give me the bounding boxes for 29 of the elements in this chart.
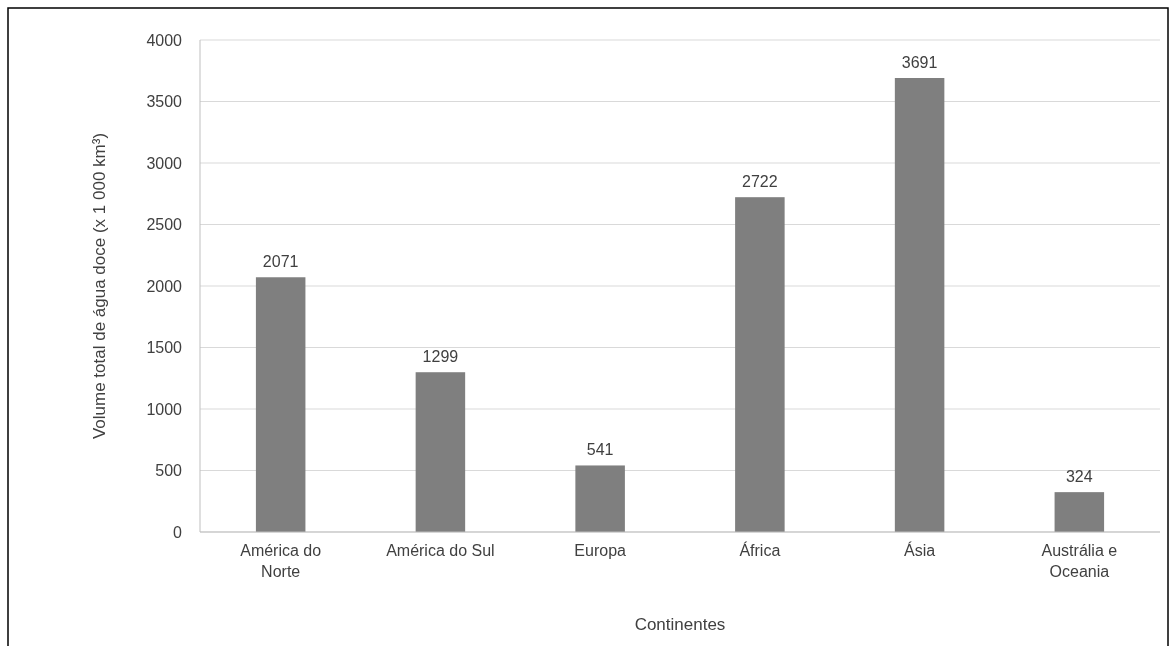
x-tick-label: Europa [574, 542, 627, 559]
x-tick-label: América do Sul [386, 542, 495, 559]
y-tick-label: 500 [155, 462, 183, 480]
y-tick-label: 1500 [146, 339, 183, 357]
bar [1054, 492, 1105, 532]
bar [735, 197, 785, 532]
x-tick-label: América do Norte [240, 542, 322, 580]
data-label: 2722 [742, 173, 778, 191]
bar [255, 277, 306, 532]
y-tick-label: 3000 [146, 154, 183, 172]
bar [575, 465, 625, 532]
x-tick-label: Ásia [904, 541, 936, 559]
bar [415, 372, 466, 532]
data-label: 2071 [262, 253, 299, 271]
data-label: 1299 [422, 348, 459, 366]
y-tick-label: 4000 [146, 31, 183, 49]
x-tick-label: África [739, 541, 781, 559]
data-label: 541 [586, 441, 614, 459]
y-tick-label: 2000 [146, 277, 183, 295]
y-axis-title: Volume total de água doce (x 1 000 km³) [90, 132, 109, 440]
bar [894, 78, 945, 532]
x-tick-label: Austrália e Oceania [1041, 542, 1118, 580]
x-axis-title: Continentes [634, 615, 726, 634]
data-label: 3691 [901, 54, 938, 72]
y-tick-label: 0 [173, 523, 183, 541]
y-tick-label: 2500 [146, 216, 183, 234]
data-label: 324 [1065, 468, 1093, 486]
y-tick-label: 1000 [146, 400, 183, 418]
y-tick-label: 3500 [146, 93, 183, 111]
